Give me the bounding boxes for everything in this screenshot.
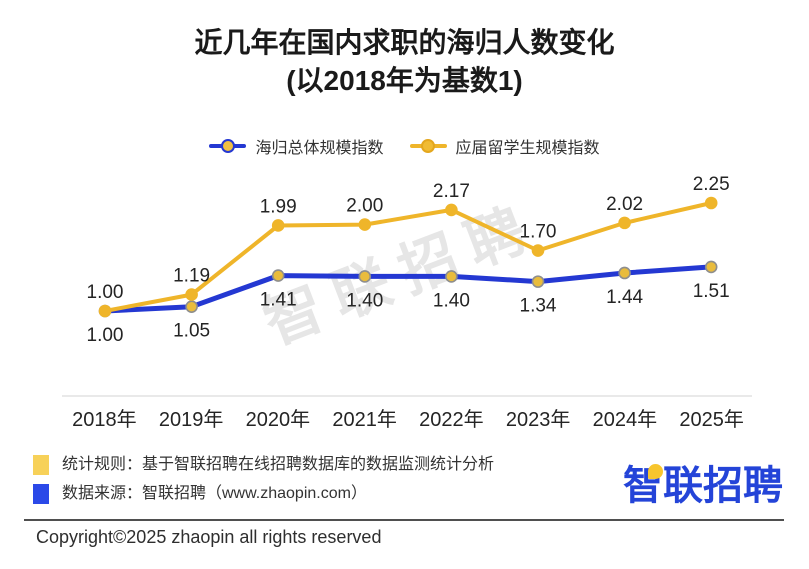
data-label: 1.40	[346, 290, 383, 311]
legend-marker-blue-line-icon	[209, 139, 247, 153]
data-point	[531, 244, 545, 257]
data-label: 1.70	[520, 222, 557, 243]
data-label: 1.00	[87, 325, 124, 346]
x-axis-label: 2023年	[505, 409, 571, 431]
data-label: 1.05	[173, 321, 210, 342]
data-point	[271, 269, 285, 282]
data-point	[358, 270, 372, 283]
data-label: 1.51	[693, 281, 730, 302]
legend-marker-dot-icon	[421, 139, 435, 153]
footnote-statistics-rule: 统计规则：基于智联招聘在线招聘数据库的数据监测统计分析	[33, 454, 494, 476]
copyright-text: Copyright©2025 zhaopin all rights reserv…	[36, 527, 382, 547]
data-point	[445, 270, 458, 283]
legend-item-returnee-index: 海归总体规模指数	[209, 134, 384, 158]
x-axis-label: 2025年	[679, 409, 744, 431]
data-point	[531, 275, 545, 288]
line-chart: 1.00 1.05 1.41 1.40 1.40 1.34 1.44 1.51 1.00 1.19…	[62, 174, 752, 397]
data-point	[98, 304, 112, 318]
data-label: 1.41	[260, 290, 297, 311]
legend-item-graduate-index: 应届留学生规模指数	[409, 134, 600, 158]
data-label: 2.02	[606, 194, 643, 215]
data-label: 2.17	[433, 181, 470, 202]
data-label: 2.00	[346, 196, 383, 217]
data-point	[704, 260, 718, 274]
x-axis-labels: 2018年 2019年 2020年 2021年 2022年 2023年 2024…	[61, 403, 755, 432]
footnote-data-source: 数据来源：智联招聘（www.zhaopin.com）	[33, 483, 494, 505]
footnote-text: 统计规则：基于智联招聘在线招聘数据库的数据监测统计分析	[62, 456, 495, 473]
data-point	[618, 266, 631, 280]
series-line-1	[103, 201, 714, 313]
footnote-text: 数据来源：智联招聘（www.zhaopin.com）	[62, 485, 367, 502]
legend-label: 应届留学生规模指数	[455, 140, 600, 157]
x-axis-label: 2019年	[158, 409, 224, 431]
title-line1: 近几年在国内求职的海归人数变化	[194, 27, 615, 58]
x-axis-label: 2018年	[72, 409, 137, 431]
footnotes: 统计规则：基于智联招聘在线招聘数据库的数据监测统计分析 数据来源：智联招聘（ww…	[33, 454, 494, 512]
x-axis-label: 2022年	[419, 409, 484, 431]
zhaopin-logo-text: 智联招聘	[623, 464, 783, 508]
data-label: 1.99	[260, 196, 297, 217]
data-label: 1.19	[173, 266, 210, 287]
data-point	[358, 218, 372, 231]
legend-label: 海归总体规模指数	[255, 140, 384, 157]
legend-marker-dot-icon	[220, 139, 235, 153]
legend-marker-yellow-line-icon	[409, 139, 447, 153]
footer-divider	[24, 519, 784, 521]
x-axis-label: 2021年	[332, 409, 397, 431]
data-label: 1.44	[606, 287, 643, 308]
zhaopin-logo-bubble-icon	[648, 464, 663, 479]
data-point	[271, 219, 285, 232]
title-line2: (以2018年为基数1)	[286, 65, 523, 96]
x-axis-label: 2024年	[592, 409, 658, 431]
data-label: 1.34	[520, 296, 557, 317]
data-label: 1.00	[87, 282, 124, 303]
data-point	[618, 216, 631, 230]
series-line-0	[102, 264, 714, 314]
data-label: 1.40	[433, 290, 470, 311]
data-point	[185, 288, 198, 301]
chart-legend: 海归总体规模指数 应届留学生规模指数	[0, 134, 809, 158]
x-axis-label: 2020年	[245, 409, 311, 431]
data-point	[445, 203, 458, 217]
data-point	[185, 300, 198, 313]
blue-square-icon	[33, 484, 49, 504]
zhaopin-logo: 智联招聘	[623, 462, 783, 510]
yellow-square-icon	[33, 455, 49, 475]
data-label: 2.25	[693, 174, 730, 195]
data-point	[704, 196, 718, 210]
page-title: 近几年在国内求职的海归人数变化 (以2018年为基数1)	[0, 24, 809, 100]
